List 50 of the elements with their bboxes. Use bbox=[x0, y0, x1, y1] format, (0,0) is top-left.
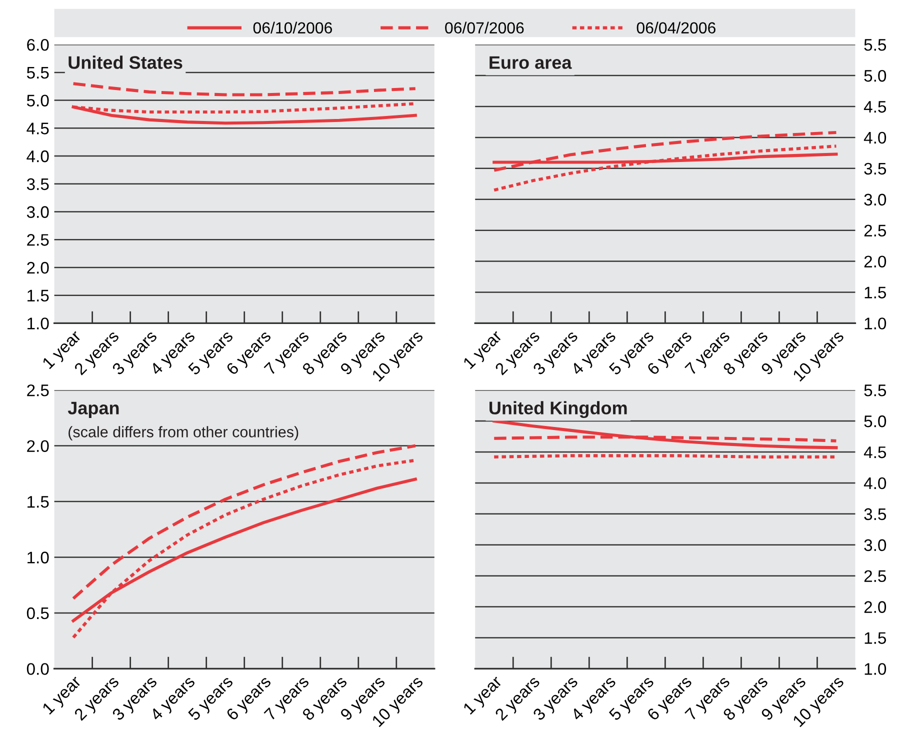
line-series bbox=[72, 444, 417, 600]
y-tick-label: 4.0 bbox=[864, 132, 886, 144]
y-tick-label: 4.5 bbox=[864, 446, 886, 458]
y-tick-label: 5.0 bbox=[864, 70, 886, 82]
y-tick-label: 2.0 bbox=[27, 440, 49, 452]
text: Japan bbox=[68, 402, 119, 418]
text: United Kingdom bbox=[490, 401, 627, 418]
y-tick-label: 3.0 bbox=[26, 206, 49, 218]
y-tick-label: 2.5 bbox=[27, 234, 49, 246]
text: (scale differs from other countries) bbox=[68, 426, 298, 440]
y-tick-label: 3.0 bbox=[864, 539, 886, 552]
legend-label: 06/10/2006 bbox=[253, 22, 332, 34]
y-tick-label: 1.0 bbox=[28, 318, 49, 330]
chart-title: Euro area bbox=[490, 56, 572, 69]
legend-label: 06/07/2006 bbox=[445, 22, 524, 34]
y-tick-label: 2.5 bbox=[27, 384, 49, 396]
y-tick-label: 3.5 bbox=[864, 162, 886, 175]
chart-title: United States bbox=[68, 56, 182, 69]
y-tick-label: 5.5 bbox=[26, 67, 49, 79]
y-tick-label: 2.5 bbox=[864, 224, 886, 237]
y-tick-label: 4.0 bbox=[26, 150, 49, 162]
line-series bbox=[492, 144, 838, 192]
y-tick-label: 4.5 bbox=[864, 101, 886, 113]
y-tick-label: 2.0 bbox=[864, 256, 886, 268]
y-tick-label: 1.0 bbox=[864, 663, 886, 675]
y-tick-label: 1.0 bbox=[864, 318, 886, 330]
line-series bbox=[72, 82, 417, 96]
y-tick-label: 6.0 bbox=[27, 38, 49, 51]
y-tick-label: 5.5 bbox=[864, 384, 886, 396]
y-tick-label: 3.5 bbox=[26, 178, 49, 190]
y-tick-label: 2.0 bbox=[27, 262, 49, 274]
y-tick-label: 0.0 bbox=[26, 663, 49, 675]
y-tick-label: 5.0 bbox=[26, 94, 49, 107]
y-tick-label: 1.5 bbox=[28, 496, 49, 508]
y-tick-label: 2.5 bbox=[864, 570, 886, 582]
y-tick-label: 1.0 bbox=[28, 552, 49, 564]
line-series bbox=[492, 420, 838, 450]
y-tick-label: 1.5 bbox=[28, 290, 49, 302]
y-tick-label: 2.0 bbox=[864, 601, 886, 613]
y-tick-label: 5.0 bbox=[864, 415, 886, 428]
y-tick-label: 5.5 bbox=[864, 39, 886, 51]
legend-label: 06/04/2006 bbox=[636, 22, 716, 34]
y-tick-label: 3.5 bbox=[864, 508, 886, 520]
y-tick-label: 1.5 bbox=[864, 632, 886, 644]
y-tick-label: 4.5 bbox=[26, 122, 49, 134]
line-series bbox=[492, 130, 838, 172]
y-tick-label: 3.0 bbox=[864, 194, 886, 206]
y-tick-label: 1.5 bbox=[864, 286, 886, 298]
y-tick-label: 4.0 bbox=[864, 477, 886, 490]
y-tick-label: 0.5 bbox=[26, 607, 49, 620]
